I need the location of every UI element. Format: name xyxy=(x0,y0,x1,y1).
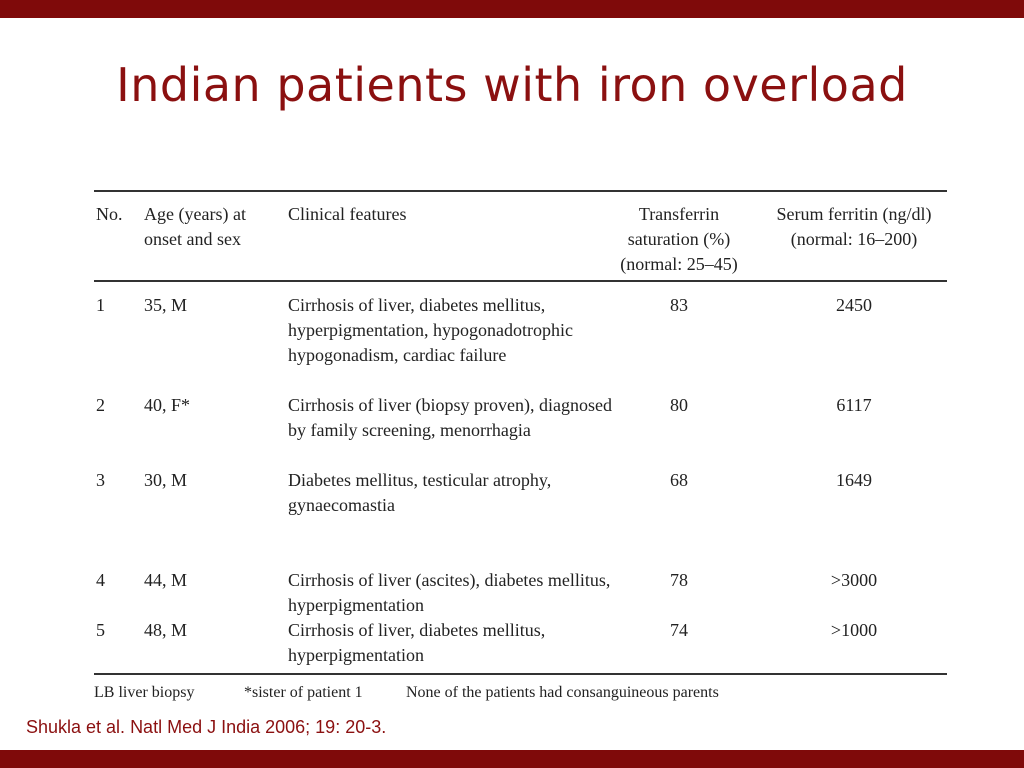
footnote-lb: LB liver biopsy xyxy=(94,684,195,701)
row-1-transferrin: 83 xyxy=(670,295,688,315)
header-transferrin: Transferrin saturation (%) (normal: 25–4… xyxy=(620,204,738,274)
row-1-ferritin: 2450 xyxy=(836,295,872,315)
top-accent-bar xyxy=(0,0,1024,18)
row-3-clinical: Diabetes mellitus, testicular atrophy, g… xyxy=(288,470,552,515)
table-bottom-rule xyxy=(94,673,947,675)
row-3-no: 3 xyxy=(96,470,105,490)
bottom-accent-bar xyxy=(0,750,1024,768)
row-3-age: 30, M xyxy=(144,470,188,490)
row-5-age: 48, M xyxy=(144,620,188,640)
header-rule xyxy=(94,280,947,282)
row-2-no: 2 xyxy=(96,395,105,415)
citation: Shukla et al. Natl Med J India 2006; 19:… xyxy=(26,717,387,737)
row-3-ferritin: 1649 xyxy=(836,470,872,490)
row-1-no: 1 xyxy=(96,295,105,315)
row-2-transferrin: 80 xyxy=(670,395,688,415)
row-5-no: 5 xyxy=(96,620,105,640)
row-1-clinical: Cirrhosis of liver, diabetes mellitus, h… xyxy=(288,295,573,365)
row-5-clinical: Cirrhosis of liver, diabetes mellitus, h… xyxy=(288,620,546,665)
slide-title: Indian patients with iron overload xyxy=(116,58,908,112)
row-4-transferrin: 78 xyxy=(670,570,688,590)
row-4-clinical: Cirrhosis of liver (ascites), diabetes m… xyxy=(288,570,611,615)
row-4-no: 4 xyxy=(96,570,105,590)
header-age: Age (years) at onset and sex xyxy=(144,204,246,249)
header-ferritin: Serum ferritin (ng/dl) (normal: 16–200) xyxy=(776,204,932,249)
table-top-rule xyxy=(94,190,947,192)
row-2-ferritin: 6117 xyxy=(836,395,872,415)
row-4-ferritin: >3000 xyxy=(830,570,878,590)
row-2-age: 40, F* xyxy=(144,395,191,415)
row-1-age: 35, M xyxy=(144,295,188,315)
row-5-ferritin: >1000 xyxy=(830,620,878,640)
row-4-age: 44, M xyxy=(144,570,188,590)
header-clinical: Clinical features xyxy=(288,204,407,224)
footnote-consanguineous: None of the patients had consanguineous … xyxy=(406,684,719,701)
header-no: No. xyxy=(96,204,123,224)
row-5-transferrin: 74 xyxy=(670,620,688,640)
row-3-transferrin: 68 xyxy=(670,470,688,490)
row-2-clinical: Cirrhosis of liver (biopsy proven), diag… xyxy=(288,395,612,440)
footnote-sister: *sister of patient 1 xyxy=(244,684,363,701)
